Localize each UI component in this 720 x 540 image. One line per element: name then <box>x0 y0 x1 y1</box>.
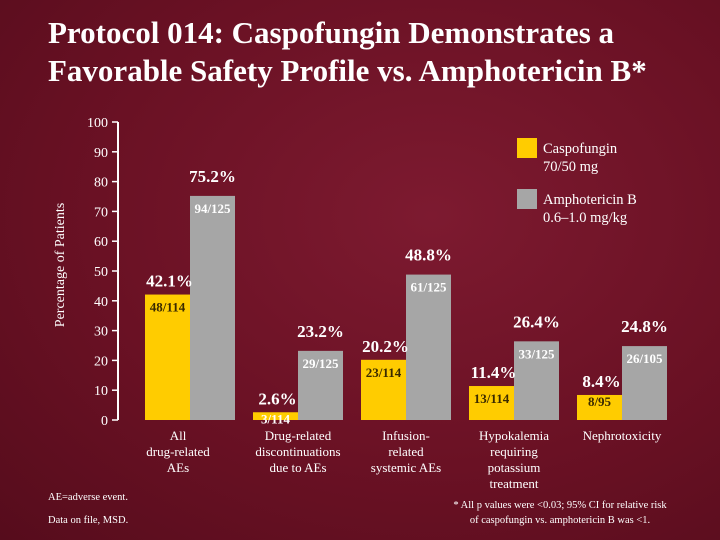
legend-swatch-amphotericin <box>517 189 537 209</box>
x-category-label-line: requiring <box>490 444 538 459</box>
x-category-label: All drug-related AEs <box>123 428 233 476</box>
legend-ampho-line2: 0.6–1.0 mg/kg <box>543 210 628 226</box>
y-tick-label: 100 <box>87 116 108 131</box>
y-tick-label: 30 <box>94 325 108 340</box>
page-title: Protocol 014: Caspofungin Demonstrates a… <box>48 15 647 88</box>
bar-caspofungin <box>145 294 190 420</box>
data-label-count: 26/105 <box>626 351 663 366</box>
x-category-label-line: due to AEs <box>269 460 327 475</box>
x-category-label: Infusion-related systemic AEs <box>351 428 461 476</box>
x-category-label-line: Infusion- <box>382 428 430 443</box>
bar-amphotericin <box>190 195 235 420</box>
data-label-percent: 42.1% <box>146 272 193 291</box>
data-label-count: 48/114 <box>150 300 186 315</box>
y-axis-ticks: 0 10 20 30 40 50 60 70 80 90 100 <box>87 116 118 429</box>
data-label-percent: 11.4% <box>471 363 517 382</box>
x-category-label: Hypokalemia requiring potassium treatment <box>459 428 569 492</box>
bar-amphotericin <box>406 274 451 420</box>
bar-caspofungin <box>469 386 514 420</box>
x-category-label-line: related <box>388 444 424 459</box>
data-label-percent: 23.2% <box>297 322 344 341</box>
bar-caspofungin <box>361 359 406 420</box>
footnote-pvalue: * All p values were <0.03; 95% CI for re… <box>405 498 715 528</box>
y-tick-label: 60 <box>94 235 108 250</box>
chart-bars <box>145 195 667 420</box>
y-tick-label: 90 <box>94 146 108 161</box>
bar-amphotericin <box>514 341 559 420</box>
legend-label-caspofungin: Caspofungin 70/50 mg <box>543 140 617 176</box>
x-category-label-line: All <box>169 428 187 443</box>
footnote-pvalue-line2: of caspofungin vs. amphotericin B was <1… <box>469 515 651 526</box>
y-axis-label: Percentage of Patients <box>53 203 68 327</box>
y-tick-label: 40 <box>94 295 108 310</box>
data-label-percent: 75.2% <box>189 167 236 186</box>
bar-caspofungin <box>253 412 298 420</box>
legend-ampho-line1: Amphotericin B <box>543 192 637 208</box>
y-tick-label: 0 <box>101 414 108 429</box>
x-category-label-line: Drug-related <box>264 428 332 443</box>
data-label-percent: 26.4% <box>513 312 560 331</box>
x-category-label-line: systemic AEs <box>370 460 442 475</box>
data-label-percent: 24.8% <box>621 317 668 336</box>
legend-caspofungin-line1: Caspofungin <box>543 141 618 157</box>
y-tick-label: 20 <box>94 354 108 369</box>
y-tick-label: 70 <box>94 205 108 220</box>
data-label-percent: 8.4% <box>582 372 620 391</box>
data-label-percent: 20.2% <box>362 337 409 356</box>
x-category-label-line: Nephrotoxicity <box>582 428 662 443</box>
x-category-label-line: discontinuations <box>255 444 341 459</box>
bar-amphotericin <box>622 346 667 420</box>
footnote-ae-definition: AE=adverse event. <box>48 492 128 503</box>
data-label-percent: 48.8% <box>405 246 452 265</box>
bar-labels: 42.1% 48/114 75.2% 94/125 2.6% 3/114 23.2% 29/1… <box>146 167 668 426</box>
x-category-label-line: AEs <box>166 460 190 475</box>
data-label-count: 8/95 <box>588 394 612 409</box>
x-category-label-line: drug-related <box>146 444 210 459</box>
footnote-pvalue-line1: * All p values were <0.03; 95% CI for re… <box>453 500 667 511</box>
legend-caspofungin-line2: 70/50 mg <box>543 159 599 175</box>
x-category-label-line: Hypokalemia <box>478 428 550 443</box>
x-category-label: Drug-related discontinuations due to AEs <box>243 428 353 476</box>
x-category-label-line: potassium <box>487 460 541 475</box>
y-tick-label: 10 <box>94 384 108 399</box>
legend-swatch-caspofungin <box>517 138 537 158</box>
x-category-label-line: treatment <box>489 476 539 491</box>
data-label-count: 3/114 <box>261 411 290 426</box>
x-category-label: Nephrotoxicity <box>567 428 677 444</box>
footnote-source: Data on file, MSD. <box>48 515 129 526</box>
bar-caspofungin <box>577 394 622 420</box>
bar-amphotericin <box>298 350 343 420</box>
data-label-count: 23/114 <box>366 365 402 380</box>
data-label-count: 94/125 <box>194 201 231 216</box>
data-label-count: 61/125 <box>410 280 447 295</box>
data-label-count: 13/114 <box>474 391 510 406</box>
data-label-count: 29/125 <box>302 356 339 371</box>
data-label-percent: 2.6% <box>258 389 296 408</box>
y-tick-label: 80 <box>94 176 108 191</box>
y-tick-label: 50 <box>94 265 108 280</box>
legend-label-amphotericin: Amphotericin B 0.6–1.0 mg/kg <box>543 191 637 227</box>
data-label-count: 33/125 <box>518 346 555 361</box>
